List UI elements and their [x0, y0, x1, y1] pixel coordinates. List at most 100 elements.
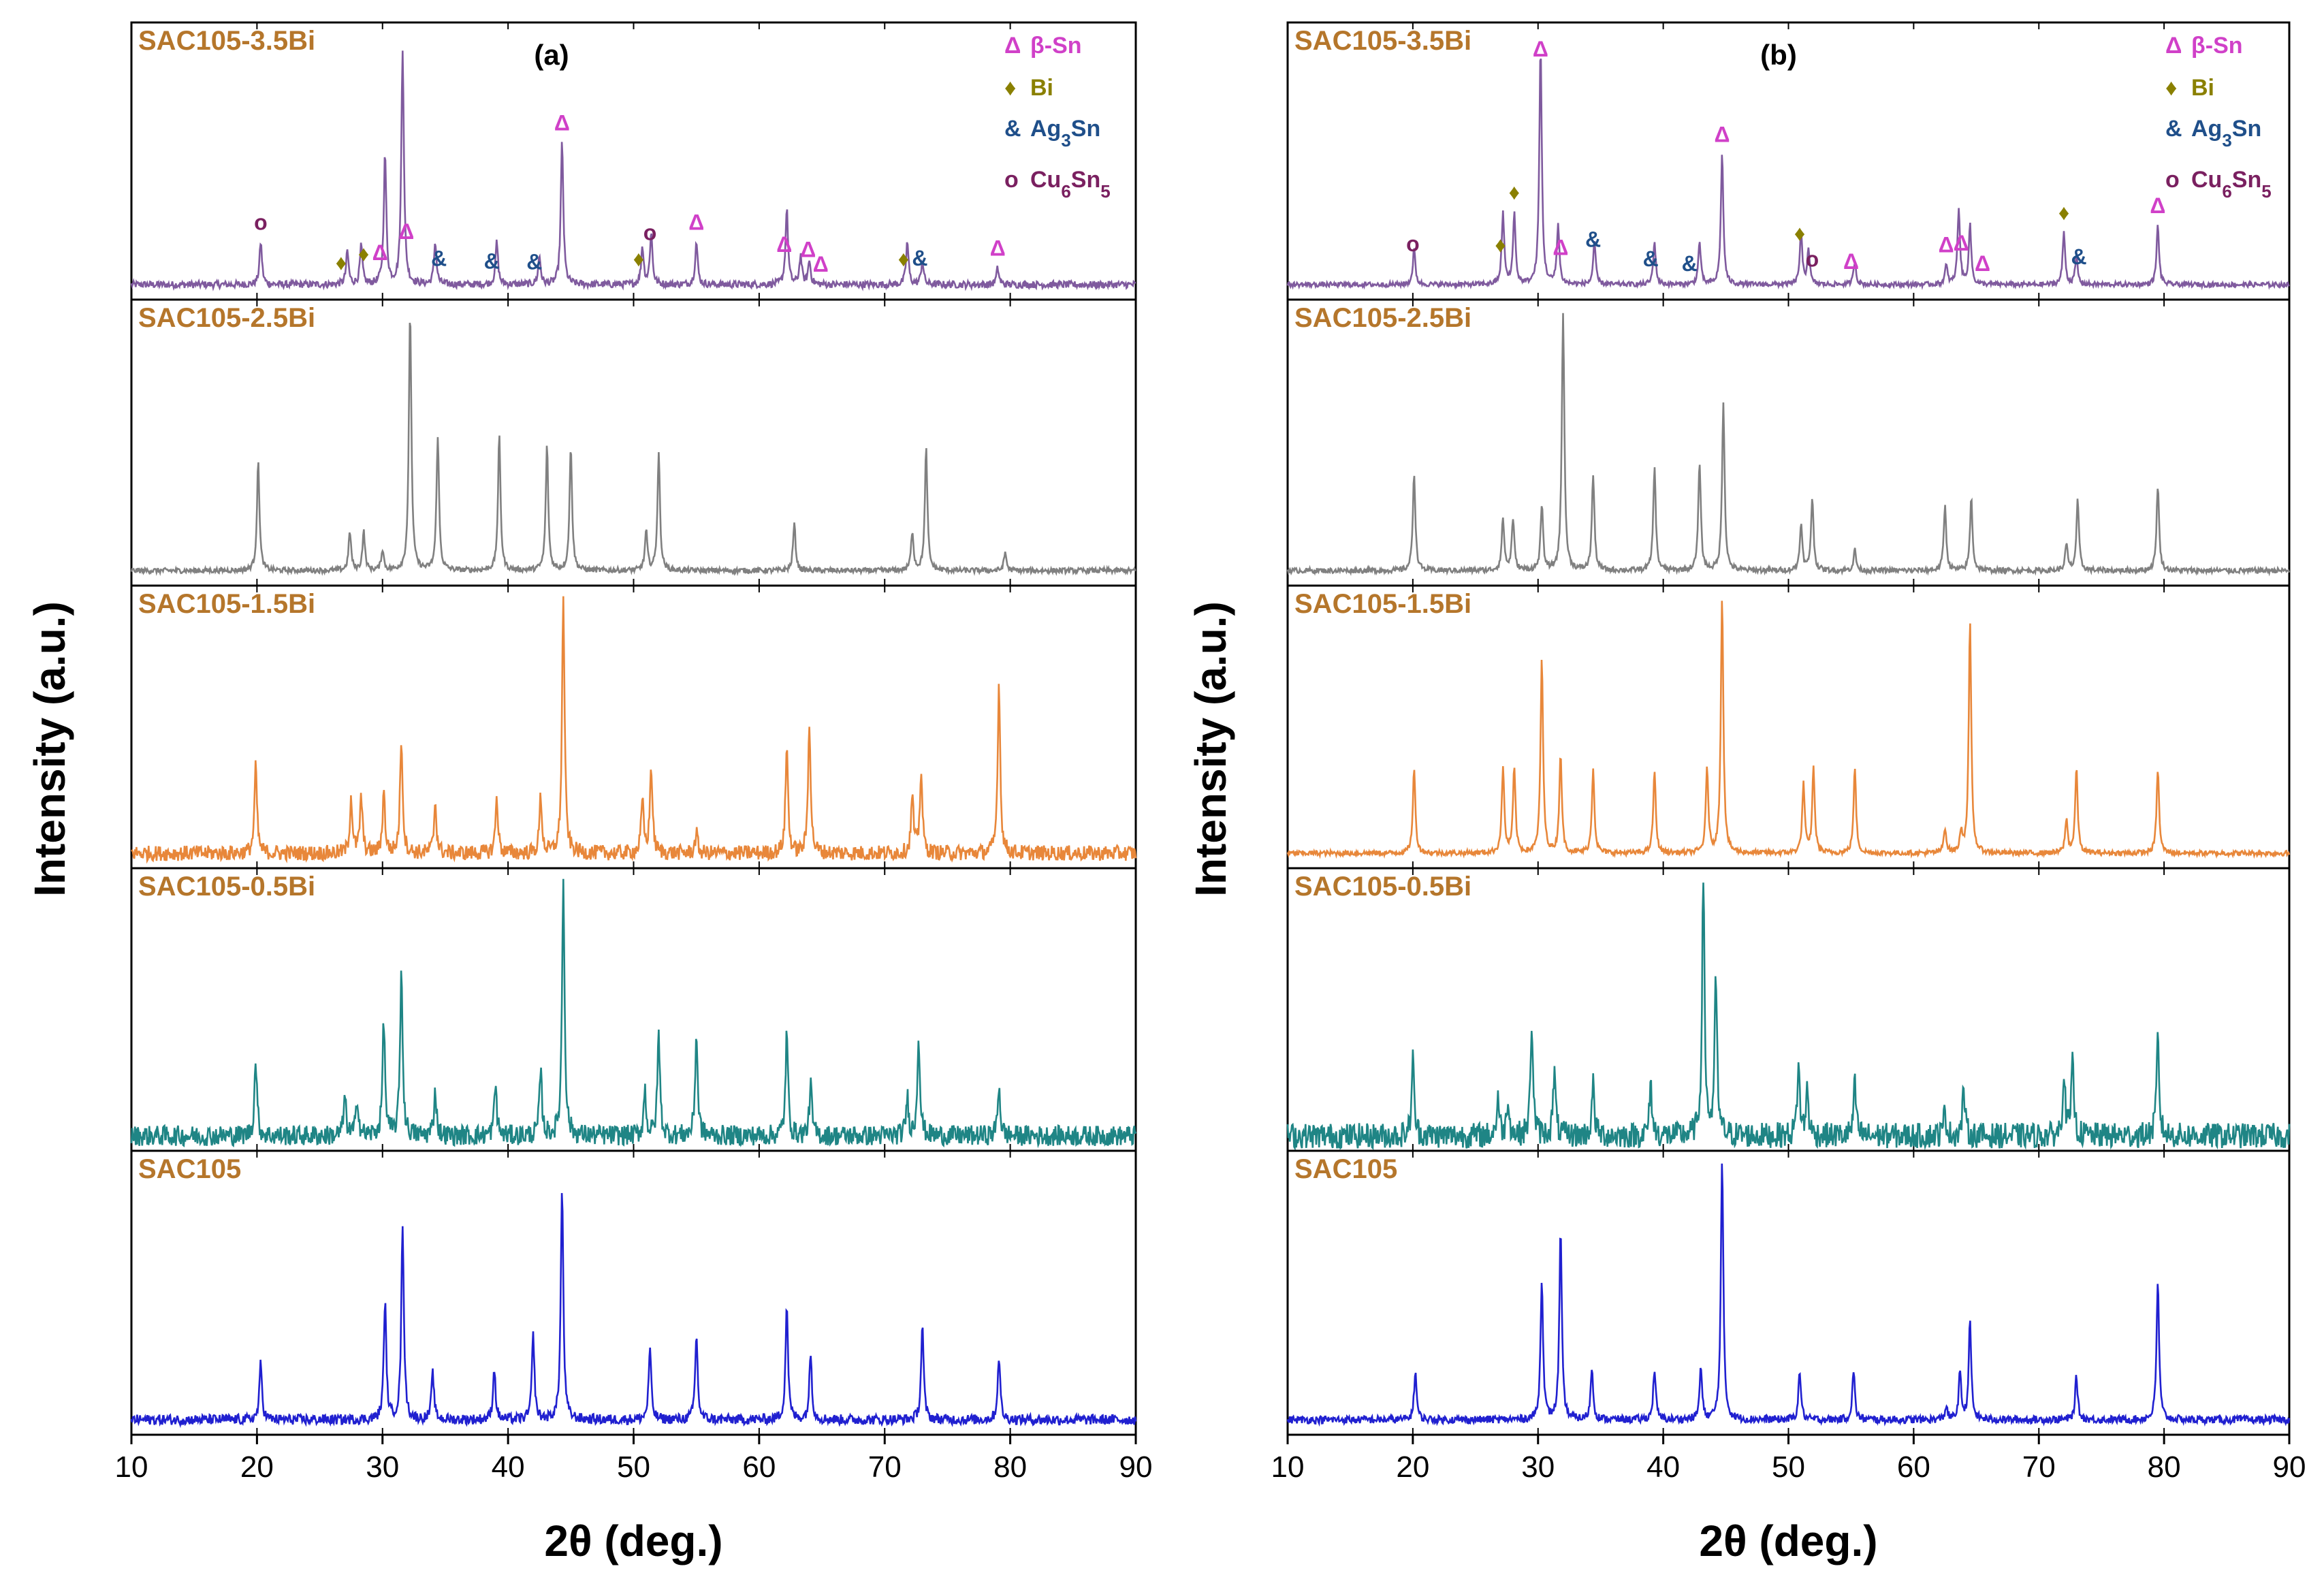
x-tick-label: 40 — [492, 1450, 525, 1484]
phase-marker: ♦ — [1509, 180, 1520, 204]
legend-text: Ag3Sn — [2191, 116, 2261, 150]
sample-label: SAC105-2.5Bi — [1294, 303, 1471, 333]
x-tick-label: 50 — [617, 1450, 650, 1484]
phase-marker: ♦ — [1794, 221, 1805, 245]
sample-label: SAC105-0.5Bi — [138, 872, 315, 902]
subplot-sac105-25bi: SAC105-2.5Bi — [1286, 298, 2291, 587]
series-line — [1286, 601, 2291, 859]
subplot-frame — [1286, 867, 2291, 1152]
legend-text: Ag3Sn — [1030, 116, 1100, 150]
subplot-frame — [130, 584, 1137, 870]
panel-label: (a) — [534, 39, 569, 71]
x-tick-label: 20 — [1396, 1450, 1429, 1484]
phase-marker: ♦ — [336, 251, 347, 275]
subplot-sac105: SAC105 — [130, 1149, 1137, 1436]
sample-label: SAC105-2.5Bi — [138, 303, 315, 333]
x-tick-label: 10 — [115, 1450, 148, 1484]
x-tick-label: 10 — [1271, 1450, 1305, 1484]
legend-text: β-Sn — [2191, 33, 2243, 59]
phase-marker: Δ — [554, 110, 570, 135]
legend-item: & Ag3Sn — [1004, 116, 1100, 150]
subplot-frame — [130, 298, 1137, 587]
phase-marker: o — [254, 210, 268, 234]
phase-marker: o — [1406, 232, 1420, 256]
x-tick-label: 30 — [366, 1450, 399, 1484]
panel-label: (b) — [1760, 39, 1797, 71]
phase-marker: o — [643, 221, 657, 245]
legend-symbol: Δ — [2165, 33, 2182, 59]
legend-symbol: ♦ — [1004, 75, 1016, 101]
x-tick-label: 90 — [1119, 1450, 1153, 1484]
x-tick-label: 40 — [1646, 1450, 1680, 1484]
x-axis-label: 2θ (deg.) — [544, 1516, 722, 1565]
phase-marker: Δ — [1533, 37, 1548, 61]
phase-marker: & — [431, 247, 447, 271]
legend-text: Bi — [1030, 75, 1053, 101]
panel-b: SAC105-3.5Bi SAC105-2.5Bi SAC105-1.5Bi SAC1… — [1186, 21, 2306, 1565]
phase-marker: Δ — [688, 210, 704, 234]
subplot-sac105-25bi: SAC105-2.5Bi — [130, 298, 1137, 587]
phase-marker: & — [526, 250, 542, 274]
phase-marker: Δ — [398, 219, 414, 244]
phase-marker: Δ — [800, 237, 816, 261]
legend-item: ♦ Bi — [2165, 75, 2214, 101]
series-line — [1286, 883, 2291, 1151]
x-axis-label: 2θ (deg.) — [1699, 1516, 1877, 1565]
legend-symbol: Δ — [1004, 33, 1021, 59]
legend-symbol: & — [2165, 116, 2182, 142]
panel-a: SAC105-3.5Bi SAC105-2.5Bi SAC105-1.5Bi SAC1… — [25, 21, 1153, 1565]
phase-marker: Δ — [1939, 232, 1954, 257]
phase-marker: & — [484, 249, 500, 273]
series-line — [1286, 58, 2290, 291]
sample-label: SAC105-1.5Bi — [1294, 589, 1471, 619]
legend-symbol: ♦ — [2165, 75, 2177, 101]
y-axis-label: Intensity (a.u.) — [25, 601, 74, 897]
sample-label: SAC105-3.5Bi — [1294, 26, 1471, 56]
x-tick-label: 70 — [868, 1450, 902, 1484]
legend-item: o Cu6Sn5 — [2165, 167, 2272, 202]
sample-label: SAC105-0.5Bi — [1294, 872, 1471, 902]
subplot-sac105-15bi: SAC105-1.5Bi — [1286, 584, 2291, 870]
sample-label: SAC105-3.5Bi — [138, 26, 315, 56]
x-tick-label: 60 — [1897, 1450, 1930, 1484]
subplot-sac105-35bi: SAC105-3.5Bi — [1286, 21, 2291, 301]
phase-marker: o — [1806, 247, 1819, 271]
subplot-frame — [130, 867, 1137, 1152]
y-axis-label: Intensity (a.u.) — [1186, 601, 1235, 897]
x-tick-label: 80 — [993, 1450, 1027, 1484]
legend-text: Bi — [2191, 75, 2214, 101]
legend-text: β-Sn — [1030, 33, 1082, 59]
series-line — [1286, 1163, 2291, 1427]
phase-marker: Δ — [372, 240, 388, 265]
series-line — [1286, 313, 2291, 577]
phase-marker: Δ — [1843, 249, 1859, 274]
phase-marker: ♦ — [358, 241, 369, 266]
legend-item: o Cu6Sn5 — [1004, 167, 1111, 202]
x-tick-label: 90 — [2273, 1450, 2306, 1484]
phase-marker: & — [1643, 247, 1659, 271]
sample-label: SAC105-1.5Bi — [138, 589, 315, 619]
subplot-frame — [1286, 584, 2291, 870]
series-line — [130, 878, 1137, 1149]
sample-label: SAC105 — [1294, 1154, 1397, 1184]
phase-marker: & — [912, 246, 927, 270]
phase-marker: ♦ — [2058, 200, 2069, 225]
phase-marker: Δ — [990, 236, 1006, 261]
phase-marker: Δ — [2150, 193, 2165, 218]
x-tick-label: 70 — [2022, 1450, 2056, 1484]
legend-item: & Ag3Sn — [2165, 116, 2261, 150]
x-tick-label: 60 — [742, 1450, 776, 1484]
x-tick-label: 80 — [2148, 1450, 2181, 1484]
series-line — [130, 50, 1136, 291]
x-tick-label: 20 — [240, 1450, 274, 1484]
phase-marker: ♦ — [1495, 233, 1506, 257]
series-line — [130, 322, 1136, 577]
phase-marker: & — [1682, 251, 1698, 276]
phase-marker: Δ — [1715, 123, 1730, 147]
sample-label: SAC105 — [138, 1154, 241, 1184]
subplot-sac105-05bi: SAC105-0.5Bi — [130, 867, 1137, 1152]
x-tick-label: 30 — [1521, 1450, 1555, 1484]
